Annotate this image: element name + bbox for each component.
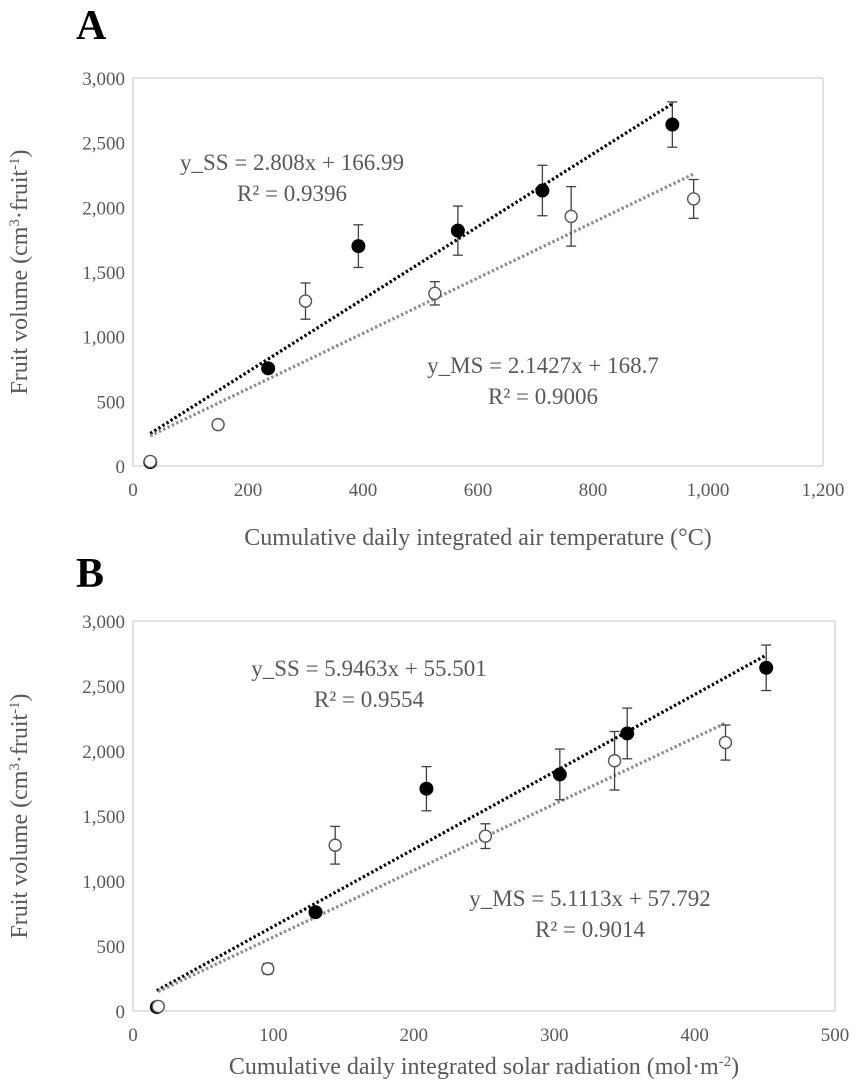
chart-a-ms-trendline bbox=[149, 172, 695, 438]
chart-a-ss-trendline bbox=[149, 102, 674, 435]
chart-a-ms-point bbox=[686, 178, 701, 219]
chart-a-xtick-label: 600 bbox=[464, 480, 493, 501]
chart-a-ms-point bbox=[564, 185, 578, 247]
panel-letter-b: B bbox=[76, 551, 105, 597]
chart-a-ytick-label: 500 bbox=[97, 392, 126, 413]
chart-a-ms-r-squared: R² = 0.9006 bbox=[488, 384, 598, 409]
marker-filled bbox=[450, 223, 465, 238]
chart-a-xtick-label: 200 bbox=[234, 480, 263, 501]
chart-b-xtick-label: 300 bbox=[540, 1025, 569, 1046]
marker-open bbox=[143, 454, 157, 469]
marker-open bbox=[261, 962, 275, 976]
chart-b-xtick-label: 500 bbox=[821, 1025, 850, 1046]
marker-filled bbox=[351, 239, 366, 254]
chart-b-ms-equation: y_MS = 5.1113x + 57.792 bbox=[469, 886, 710, 911]
chart-b-ytick-label: 3,000 bbox=[82, 612, 125, 633]
marker-open bbox=[478, 829, 493, 843]
marker-open bbox=[686, 192, 701, 206]
marker-filled bbox=[308, 905, 323, 920]
marker-filled bbox=[759, 660, 774, 675]
chart-a-ss-point bbox=[351, 224, 366, 269]
chart-a-ytick-label: 3,000 bbox=[82, 69, 125, 90]
marker-open bbox=[328, 838, 342, 852]
chart-b-ytick-label: 2,000 bbox=[82, 742, 125, 763]
marker-filled bbox=[552, 767, 567, 782]
chart-a-ms-point bbox=[298, 282, 313, 320]
chart-a-xtick-label: 1,200 bbox=[802, 480, 845, 501]
chart-b-ms-r-squared: R² = 0.9014 bbox=[535, 917, 645, 942]
chart-b-ms-point bbox=[328, 825, 342, 865]
chart-a-xtick-label: 0 bbox=[128, 480, 138, 501]
chart-b-xtick-label: 0 bbox=[128, 1025, 138, 1046]
marker-filled bbox=[261, 361, 276, 376]
chart-a-ytick-label: 1,500 bbox=[82, 263, 125, 284]
marker-open bbox=[151, 999, 165, 1014]
chart-a-ss-point bbox=[535, 164, 550, 217]
chart-b-y-axis-label: Fruit volume (cm3·fruit-1) bbox=[7, 693, 33, 938]
chart-a-x-axis-label: Cumulative daily integrated air temperat… bbox=[244, 525, 711, 551]
chart-b-ms-point bbox=[261, 962, 275, 976]
chart-a-ss-point bbox=[261, 361, 276, 376]
marker-open bbox=[564, 209, 578, 224]
chart-b-ss-point bbox=[552, 748, 567, 801]
chart-b-ms-point bbox=[607, 730, 622, 791]
chart-b-ms-point bbox=[718, 724, 733, 761]
chart-b-ms-point bbox=[151, 999, 165, 1014]
chart-b-ss-equation: y_SS = 5.9463x + 55.501 bbox=[251, 656, 487, 681]
chart-b-ytick-label: 500 bbox=[97, 937, 126, 958]
marker-open bbox=[607, 754, 622, 768]
chart-b-plot-frame bbox=[132, 620, 836, 1012]
chart-a-ss-point bbox=[450, 205, 465, 256]
chart-a-svg: 0 500 1,000 1,500 2,000 2,500 3,000 0 200 400 600 8… bbox=[7, 69, 845, 551]
marker-filled bbox=[419, 781, 434, 796]
chart-a-ms-point bbox=[211, 417, 225, 432]
chart-b-ms-point bbox=[478, 823, 493, 850]
chart-a-xtick-label: 400 bbox=[349, 480, 378, 501]
chart-panel-b: B 0 500 1,000 1,500 2,000 2,500 3,000 0 100 200 30… bbox=[0, 548, 862, 1089]
chart-a-ytick-label: 1,000 bbox=[82, 328, 125, 349]
chart-panel-a: A 0 500 1,000 1,500 2,000 2,500 3,000 0 200 400 60… bbox=[7, 3, 845, 551]
chart-b-ss-point bbox=[620, 707, 635, 760]
chart-b-ytick-label: 1,500 bbox=[82, 807, 125, 828]
chart-b-ss-point bbox=[308, 905, 323, 920]
chart-a-ss-point bbox=[665, 101, 680, 148]
chart-a-ss-r-squared: R² = 0.9396 bbox=[237, 181, 347, 206]
chart-a-xtick-label: 1,000 bbox=[687, 480, 730, 501]
chart-b-ss-r-squared: R² = 0.9554 bbox=[314, 687, 424, 712]
chart-b-xtick-label: 200 bbox=[400, 1025, 429, 1046]
chart-b-ytick-label: 1,000 bbox=[82, 872, 125, 893]
marker-open bbox=[718, 735, 733, 750]
marker-filled bbox=[535, 183, 550, 198]
chart-b-svg: 0 500 1,000 1,500 2,000 2,500 3,000 0 100 200 300 4… bbox=[7, 612, 850, 1080]
chart-b-ss-point bbox=[759, 644, 774, 692]
marker-open bbox=[428, 286, 442, 301]
chart-a-y-axis-label: Fruit volume (cm3·fruit-1) bbox=[7, 149, 33, 394]
chart-a-ytick-label: 2,500 bbox=[82, 134, 125, 155]
chart-b-x-axis-label: Cumulative daily integrated solar radiat… bbox=[229, 1054, 739, 1080]
chart-b-xtick-label: 100 bbox=[259, 1025, 288, 1046]
chart-b-ytick-label: 2,500 bbox=[82, 677, 125, 698]
chart-a-ytick-label: 2,000 bbox=[82, 198, 125, 219]
chart-a-ms-point bbox=[143, 454, 157, 469]
marker-open bbox=[298, 294, 313, 308]
marker-filled bbox=[620, 726, 635, 741]
marker-filled bbox=[665, 117, 680, 132]
chart-b-ms-trendline bbox=[157, 721, 727, 993]
chart-a-ss-equation: y_SS = 2.808x + 166.99 bbox=[180, 150, 404, 175]
chart-a-ms-point bbox=[428, 281, 442, 306]
chart-b-xtick-label: 400 bbox=[680, 1025, 709, 1046]
chart-b-ss-point bbox=[419, 765, 434, 812]
chart-b-ytick-label: 0 bbox=[116, 1002, 126, 1023]
chart-a-ytick-label: 0 bbox=[116, 457, 126, 478]
panel-letter-a: A bbox=[76, 3, 107, 49]
chart-b-ss-trendline bbox=[156, 653, 767, 993]
chart-a-xtick-label: 800 bbox=[579, 480, 608, 501]
marker-open bbox=[211, 417, 225, 432]
chart-a-ms-equation: y_MS = 2.1427x + 168.7 bbox=[427, 353, 659, 378]
chart-a-plot-frame bbox=[132, 77, 824, 467]
